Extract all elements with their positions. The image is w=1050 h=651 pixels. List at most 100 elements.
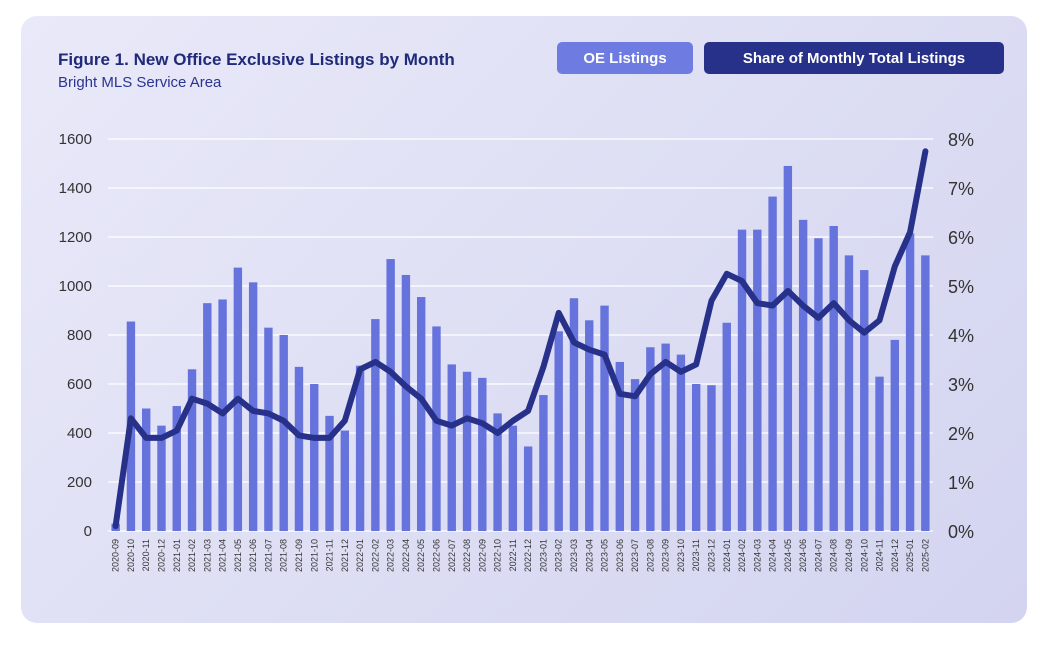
bar-oe-listings	[172, 406, 181, 531]
line-point-share	[816, 316, 820, 320]
line-point-share	[801, 304, 805, 308]
x-tick-label: 2021-11	[325, 539, 335, 571]
x-tick-label: 2022-08	[462, 539, 472, 572]
y-right-tick-label: 2%	[948, 424, 974, 444]
x-tick-label: 2022-04	[401, 539, 411, 572]
x-tick-label: 2020-09	[111, 539, 121, 572]
line-point-share	[740, 279, 744, 283]
x-tick-label: 2021-10	[309, 539, 319, 572]
bar-oe-listings	[371, 319, 380, 531]
x-tick-label: 2022-07	[447, 539, 457, 572]
line-point-share	[236, 397, 240, 401]
line-point-share	[862, 331, 866, 335]
y-right-tick-label: 5%	[948, 277, 974, 297]
line-point-share	[878, 318, 882, 322]
x-tick-label: 2022-05	[416, 539, 426, 572]
bar-oe-listings	[310, 384, 319, 531]
bar-oe-listings	[340, 430, 350, 531]
line-point-share	[144, 436, 148, 440]
y-right-tick-label: 6%	[948, 228, 974, 248]
bar-oe-listings	[203, 303, 212, 531]
x-tick-label: 2023-03	[569, 539, 579, 572]
line-point-share	[847, 318, 851, 322]
line-point-share	[526, 409, 530, 413]
y-left-tick-label: 1000	[59, 278, 92, 295]
y-right-tick-label: 4%	[948, 326, 974, 346]
legend-share-of-total[interactable]: Share of Monthly Total Listings	[704, 42, 1004, 74]
x-tick-label: 2021-01	[172, 539, 182, 572]
line-point-share	[694, 362, 698, 366]
bar-oe-listings	[737, 229, 747, 531]
bar-oe-listings	[921, 255, 930, 531]
bar-oe-listings	[768, 196, 777, 531]
bar-oe-listings	[905, 233, 915, 531]
x-tick-label: 2024-10	[859, 539, 869, 572]
bar-oe-listings	[722, 322, 731, 531]
x-tick-label: 2024-09	[844, 539, 854, 572]
x-tick-label: 2023-02	[554, 539, 564, 572]
bar-oe-listings	[508, 425, 518, 531]
x-tick-label: 2023-05	[600, 539, 610, 572]
bar-oe-listings	[462, 371, 472, 531]
bar-oe-listings	[264, 327, 273, 531]
bar-oe-listings	[401, 274, 411, 531]
bar-oe-listings	[875, 376, 884, 531]
bar-oe-listings	[615, 361, 625, 531]
y-left-tick-label: 800	[67, 327, 92, 344]
bar-oe-listings	[753, 229, 762, 531]
line-point-share	[511, 419, 515, 423]
x-tick-label: 2021-04	[218, 539, 228, 572]
x-tick-label: 2024-06	[798, 539, 808, 572]
x-tick-label: 2022-10	[493, 539, 503, 572]
bar-oe-listings	[279, 335, 288, 531]
line-point-share	[908, 230, 912, 234]
line-point-share	[419, 397, 423, 401]
line-point-share	[618, 392, 622, 396]
bar-oe-listings	[661, 343, 670, 531]
line-share-of-total	[112, 148, 929, 530]
x-tick-label: 2023-08	[645, 539, 655, 572]
x-tick-label: 2020-10	[126, 539, 136, 572]
y-right-tick-label: 8%	[948, 130, 974, 150]
x-tick-label: 2021-05	[233, 539, 243, 572]
y-right-tick-label: 7%	[948, 179, 974, 199]
x-tick-label: 2022-12	[523, 539, 533, 572]
bar-oe-listings	[416, 297, 426, 531]
line-point-share	[312, 436, 316, 440]
line-point-share	[114, 524, 118, 528]
x-tick-label: 2024-08	[829, 539, 839, 572]
line-point-share	[633, 394, 637, 398]
x-tick-label: 2024-04	[768, 539, 778, 572]
line-point-share	[358, 367, 362, 371]
line-point-share	[282, 419, 286, 423]
line-point-share	[343, 419, 347, 423]
x-tick-label: 2023-12	[706, 539, 716, 572]
bar-oe-listings	[141, 408, 151, 531]
bar-oe-listings	[600, 305, 609, 531]
x-tick-label: 2021-06	[248, 539, 258, 572]
line-point-share	[480, 421, 484, 425]
bar-oe-listings	[554, 331, 563, 531]
legend-oe-listings[interactable]: OE Listings	[557, 42, 693, 74]
bar-oe-listings	[523, 446, 533, 531]
y-left-tick-label: 1400	[59, 180, 92, 197]
bar-oe-listings	[844, 255, 854, 531]
line-point-share	[389, 370, 393, 374]
x-tick-label: 2024-01	[722, 539, 732, 572]
x-tick-label: 2025-02	[920, 539, 930, 572]
line-point-share	[251, 409, 255, 413]
x-tick-label: 2023-06	[615, 539, 625, 572]
line-point-share	[496, 431, 500, 435]
bar-oe-listings	[325, 415, 334, 531]
line-point-share	[664, 360, 668, 364]
x-tick-label: 2022-09	[477, 539, 487, 572]
line-point-share	[175, 429, 179, 433]
bar-oe-listings	[187, 369, 197, 531]
x-tick-label: 2023-11	[691, 539, 701, 571]
line-point-share	[450, 424, 454, 428]
line-point-share	[557, 311, 561, 315]
y-left-tick-label: 1200	[59, 229, 92, 246]
line-point-share	[786, 289, 790, 293]
x-tick-label: 2021-07	[263, 539, 273, 572]
